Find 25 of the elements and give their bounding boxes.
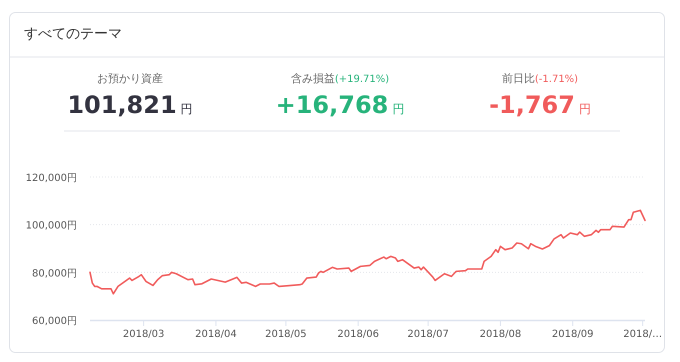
text: -1,767 bbox=[489, 91, 575, 119]
x-tick-label: 2018/08 bbox=[480, 329, 522, 340]
text: 円 bbox=[180, 102, 193, 116]
y-tick-label: 60,000円 bbox=[32, 316, 77, 327]
x-tick-label: 2018/07 bbox=[407, 329, 449, 340]
text: すべてのテーマ bbox=[24, 26, 122, 42]
text: 含み損益 bbox=[290, 72, 335, 85]
text: (-1.71%) bbox=[534, 74, 578, 85]
text: お預かり資産 bbox=[97, 72, 163, 85]
text: 円 bbox=[392, 102, 404, 116]
x-tick-label: 2018/06 bbox=[337, 329, 379, 340]
x-tick-label: 2018/03 bbox=[122, 329, 164, 340]
text: 前日比 bbox=[502, 72, 535, 85]
y-tick-label: 80,000円 bbox=[32, 268, 77, 280]
text: (+19.71%) bbox=[334, 74, 390, 85]
text: 円 bbox=[578, 102, 591, 116]
y-tick-label: 120,000円 bbox=[26, 173, 77, 184]
text: +16,768 bbox=[276, 91, 388, 119]
x-tick-label: 2018/09 bbox=[552, 329, 594, 340]
x-tick-label: 2018/04 bbox=[195, 329, 237, 340]
text: 101,821 bbox=[67, 91, 177, 119]
x-tick-label: 2018/… bbox=[623, 329, 662, 340]
y-tick-label: 100,000円 bbox=[26, 220, 77, 232]
line-series bbox=[89, 210, 646, 295]
x-tick-label: 2018/05 bbox=[265, 329, 307, 340]
